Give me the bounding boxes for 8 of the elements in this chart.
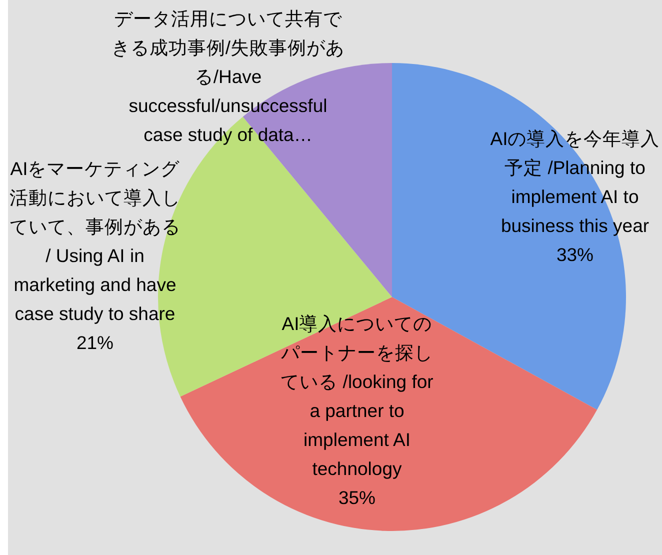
slice-label: AIの導入を今年導入予定 /Planning to implement AI to business this year [490,128,660,236]
slice-label: AI導入についてのパートナーを探している /looking for a partner to implement AI technology [280,313,434,479]
data-label: 33% [556,244,594,265]
data-label: 21% [76,332,114,353]
slice-label: AIをマーケティング活動において導入していて、事例がある/ Using AI in marketing and have case study to share [10,158,181,324]
data-label: 35% [338,487,376,508]
slice-label: データ活用について共有できる成功事例/失敗事例がある/Have successful/unsuccessful case study of data… [111,8,345,145]
pie-slice [180,297,598,531]
